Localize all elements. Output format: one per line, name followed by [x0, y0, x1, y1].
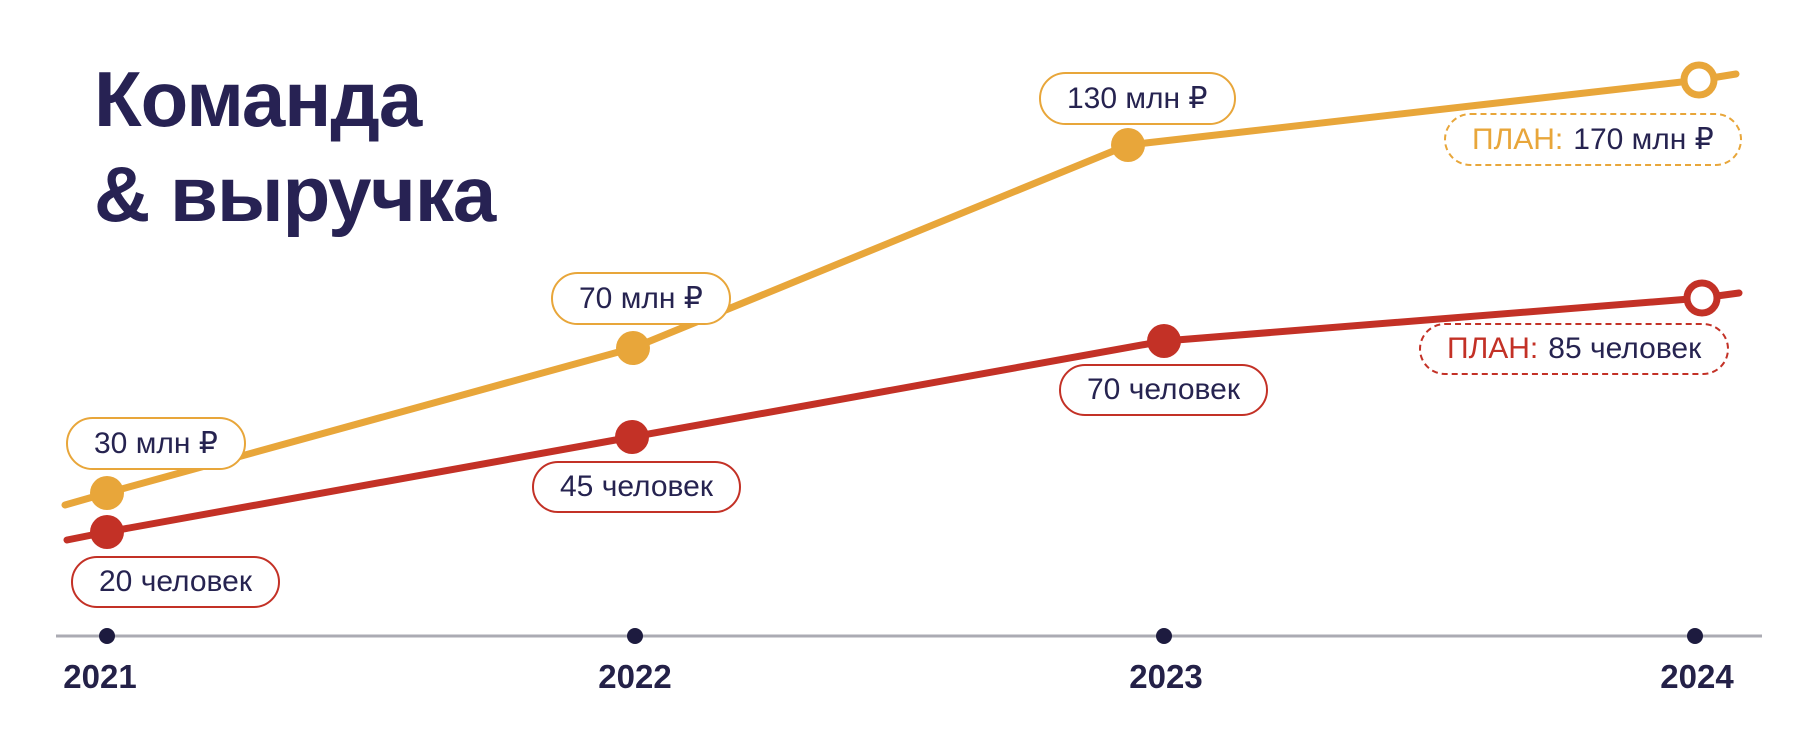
- team-plan-point-2024: [1683, 279, 1721, 317]
- team-label-2022: 45 человек: [532, 461, 741, 513]
- team-label-2021: 20 человек: [71, 556, 280, 608]
- axis-tick-2022: [627, 628, 643, 644]
- revenue-label-2021: 30 млн ₽: [66, 417, 246, 470]
- chart-title-line2: & выручка: [94, 150, 496, 238]
- axis-tick-2023: [1156, 628, 1172, 644]
- revenue-plan-point-2024: [1680, 61, 1718, 99]
- year-label-2023: 2023: [1129, 658, 1203, 695]
- year-label-2022: 2022: [598, 658, 672, 695]
- plan-team-value: 85 человек: [1548, 332, 1702, 365]
- revenue-label-2022: 70 млн ₽: [551, 272, 731, 325]
- revenue-point-2021: [90, 476, 124, 510]
- team-point-2021: [90, 515, 124, 549]
- year-label-2024: 2024: [1660, 658, 1734, 695]
- chart-title-line1: Команда: [94, 55, 422, 143]
- plan-revenue-prefix: ПЛАН:: [1472, 122, 1564, 156]
- plan-team-prefix: ПЛАН:: [1447, 332, 1539, 365]
- plan-revenue-label: ПЛАН: 170 млн ₽: [1444, 113, 1742, 166]
- plan-revenue-value: 170 млн ₽: [1573, 123, 1714, 156]
- revenue-point-2023: [1111, 128, 1145, 162]
- axis-tick-2024: [1687, 628, 1703, 644]
- chart-title: Команда & выручка: [94, 52, 496, 242]
- axis-tick-2021: [99, 628, 115, 644]
- revenue-label-2023: 130 млн ₽: [1039, 72, 1236, 125]
- team-point-2022: [615, 420, 649, 454]
- team-point-2023: [1147, 324, 1181, 358]
- revenue-point-2022: [616, 331, 650, 365]
- plan-team-label: ПЛАН: 85 человек: [1419, 323, 1730, 375]
- team-label-2023: 70 человек: [1059, 364, 1268, 416]
- year-label-2021: 2021: [63, 658, 137, 695]
